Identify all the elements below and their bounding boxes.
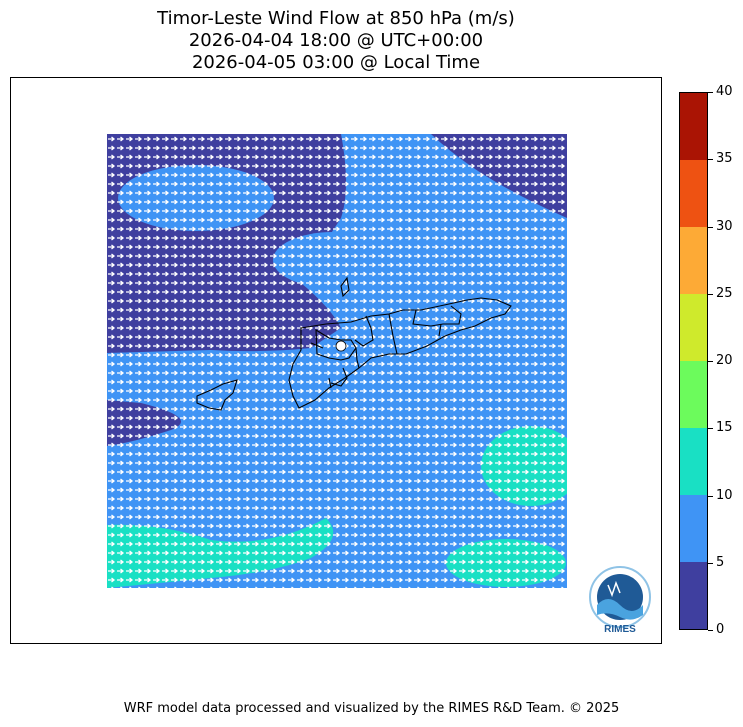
colorbar-tick-label: 10	[716, 487, 733, 503]
map-title: Timor-Leste Wind Flow at 850 hPa (m/s)	[157, 8, 515, 29]
wind-map	[107, 134, 567, 588]
colorbar-tick	[708, 361, 713, 362]
colorbar-tick-label: 15	[716, 420, 733, 436]
wind-vectors	[107, 134, 567, 588]
colorbar-tick	[708, 159, 713, 161]
colorbar-tick-label: 0	[716, 622, 725, 637]
dili-marker	[335, 340, 347, 352]
colorbar-tick-label: 20	[716, 353, 733, 368]
colorbar-segment	[680, 495, 707, 562]
colorbar-tick	[708, 92, 713, 93]
rimes-logo: RIMES	[588, 565, 652, 635]
colorbar-tick	[708, 293, 713, 295]
colorbar-tick-label: 25	[716, 285, 733, 301]
colorbar-tick-label: 5	[716, 554, 725, 570]
wind-speed-field	[107, 134, 567, 588]
colorbar-segment	[680, 361, 707, 428]
colorbar	[679, 92, 708, 630]
colorbar-segment	[680, 294, 707, 361]
colorbar-tick	[708, 495, 713, 497]
colorbar-tick	[708, 226, 713, 228]
colorbar-tick	[708, 630, 713, 631]
map-panel	[10, 77, 662, 644]
colorbar-tick	[708, 562, 713, 564]
colorbar-tick-label: 40	[716, 84, 733, 99]
colorbar-segment	[680, 93, 707, 160]
colorbar-tick	[708, 428, 713, 430]
colorbar-tick-label: 35	[716, 151, 733, 167]
country-borders	[196, 276, 512, 411]
map-subtitle-local: 2026-04-05 03:00 @ Local Time	[191, 52, 481, 73]
colorbar-segment	[680, 562, 707, 629]
footer-credit: WRF model data processed and visualized …	[123, 701, 620, 716]
map-subtitle-utc: 2026-04-04 18:00 @ UTC+00:00	[188, 30, 484, 51]
colorbar-tick-label: 30	[716, 218, 733, 234]
colorbar-segment	[680, 428, 707, 495]
logo-text: RIMES	[604, 624, 636, 635]
colorbar-segment	[680, 160, 707, 227]
colorbar-segment	[680, 227, 707, 294]
